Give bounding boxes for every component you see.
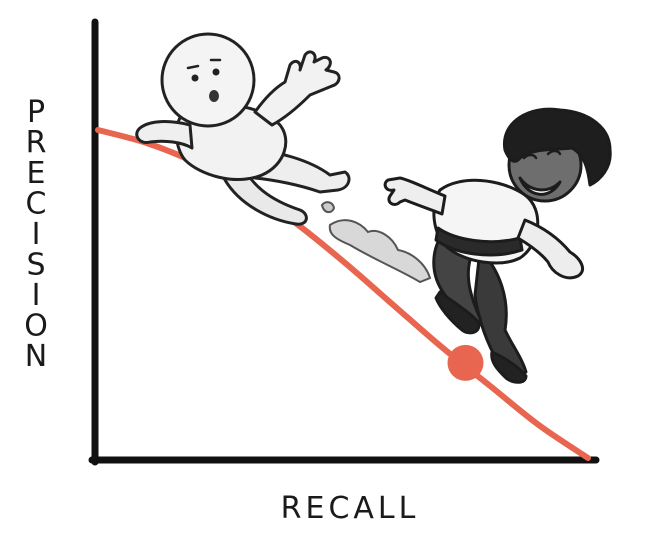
dark-figure-shoe-back (490, 350, 528, 384)
dark-figure-eye-left (522, 153, 538, 160)
white-figure-brow-left (186, 64, 200, 70)
white-figure-eye-right (212, 68, 220, 76)
highlight-point (447, 344, 484, 381)
dust-puff-2 (320, 201, 336, 214)
white-figure-mouth (209, 90, 219, 102)
white-figure-arm-left (135, 120, 194, 150)
dark-figure-leg-back (473, 248, 528, 376)
white-figure-eye-left (191, 74, 199, 82)
dark-figure-eye-right (546, 149, 562, 156)
white-figure-head (160, 32, 256, 128)
white-figure (135, 32, 351, 226)
dust-puff-1 (328, 219, 432, 284)
dark-figure-arm-left (383, 176, 447, 216)
dust-trail (320, 201, 432, 284)
y-axis-title-letter: I (32, 217, 41, 252)
dark-figure-shoe-front (434, 290, 481, 335)
y-axis-title-letter: S (26, 248, 45, 283)
y-axis-title-letter: P (27, 95, 45, 130)
white-figure-arm-right (253, 50, 341, 127)
y-axis-title-letter: O (24, 309, 48, 344)
y-axis-title-letter: N (25, 339, 47, 374)
dark-figure-belt (434, 226, 524, 257)
dark-figure-smile (518, 176, 562, 196)
dark-figure-arm-right (516, 218, 584, 280)
x-axis-title: RECALL (281, 491, 420, 526)
dark-figure-hair (503, 107, 612, 187)
y-axis-title-letter: C (26, 187, 47, 222)
y-axis-title-letter: I (32, 278, 41, 313)
y-axis-title-letter: E (27, 156, 46, 191)
y-axis-title-letter: R (26, 126, 47, 161)
dark-figure (383, 107, 612, 384)
